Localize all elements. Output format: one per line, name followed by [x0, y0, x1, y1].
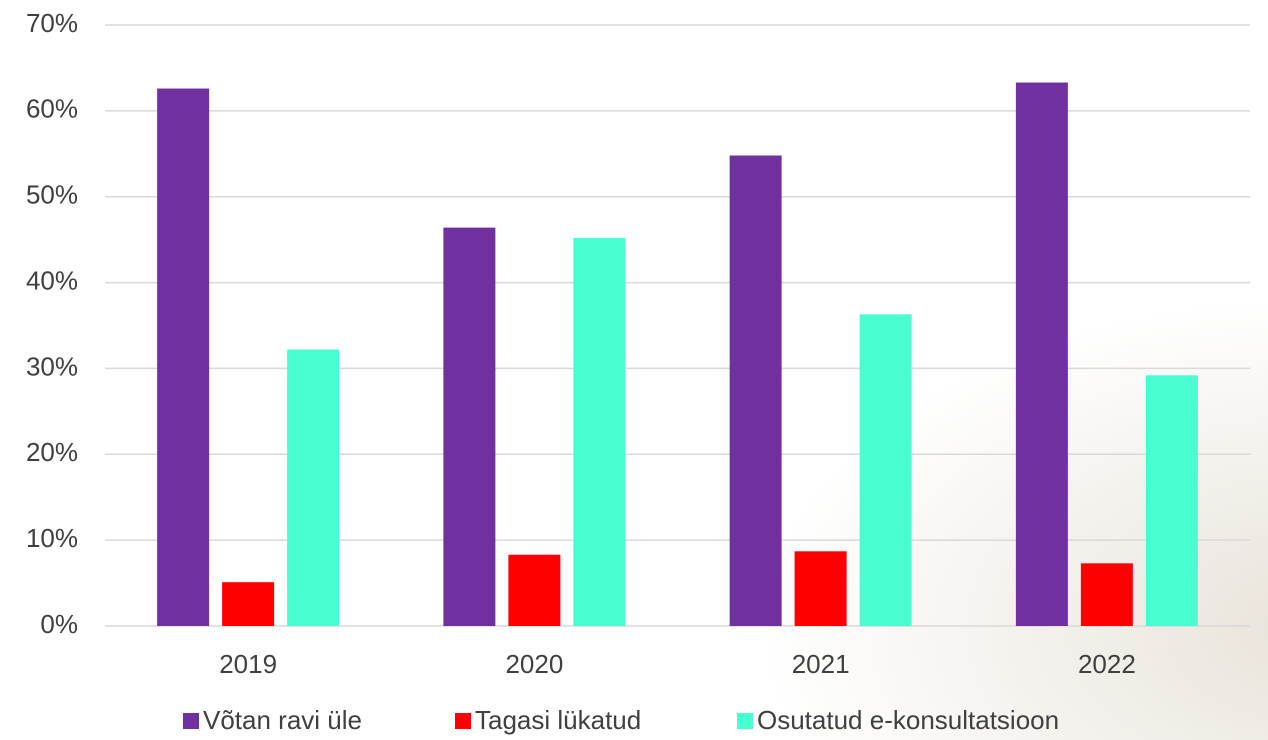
- y-tick-label: 10%: [26, 523, 78, 553]
- x-tick-label: 2020: [505, 649, 563, 679]
- bar: [508, 555, 560, 626]
- bar: [222, 582, 274, 626]
- y-tick-label: 20%: [26, 437, 78, 467]
- legend-swatch: [455, 713, 471, 729]
- bar: [860, 314, 912, 626]
- chart: 0% 10% 20% 30% 40% 50% 60% 70% 2019 2020 2021 2022 V…: [0, 0, 1268, 740]
- x-tick-label: 2019: [219, 649, 277, 679]
- x-tick-label: 2021: [792, 649, 850, 679]
- y-tick-label: 30%: [26, 351, 78, 381]
- bar: [573, 238, 625, 626]
- bar: [157, 89, 209, 626]
- bar: [795, 551, 847, 626]
- legend-label: Osutatud e-konsultatsioon: [757, 705, 1059, 735]
- bar: [287, 350, 339, 626]
- legend-label: Tagasi lükatud: [475, 705, 641, 735]
- y-tick-label: 0%: [40, 609, 78, 639]
- legend-swatch: [183, 713, 199, 729]
- legend-label: Võtan ravi üle: [203, 705, 362, 735]
- bar: [1081, 563, 1133, 626]
- bar: [443, 228, 495, 626]
- y-tick-label: 40%: [26, 265, 78, 295]
- y-tick-label: 60%: [26, 94, 78, 124]
- bar: [1146, 375, 1198, 626]
- y-tick-label: 70%: [26, 8, 78, 38]
- y-tick-label: 50%: [26, 180, 78, 210]
- legend-swatch: [737, 713, 753, 729]
- bar: [1016, 83, 1068, 626]
- x-tick-label: 2022: [1078, 649, 1136, 679]
- bar: [730, 156, 782, 626]
